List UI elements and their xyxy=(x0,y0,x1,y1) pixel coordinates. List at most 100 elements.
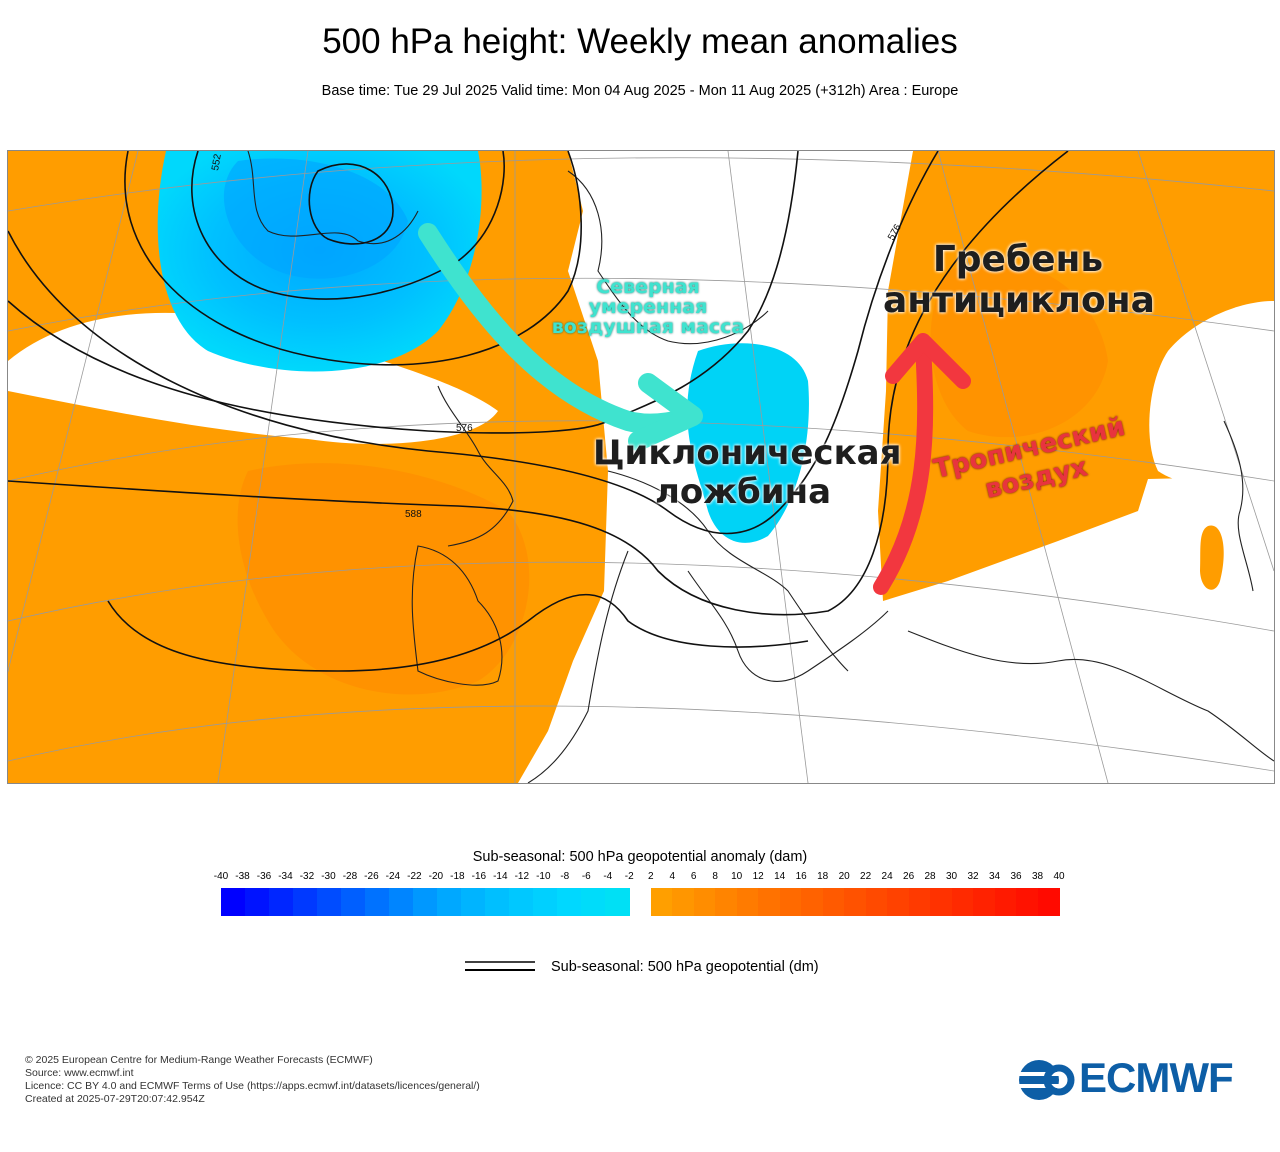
colorbar-cell-negative xyxy=(293,888,318,916)
colorbar-tick-label: 16 xyxy=(795,871,807,882)
colorbar-cell-positive xyxy=(865,888,888,916)
annotation-cyclonic-trough: Циклоническая ложбина xyxy=(593,433,902,513)
colorbar-title: Sub-seasonal: 500 hPa geopotential anoma… xyxy=(472,849,808,865)
colorbar-cell-positive xyxy=(779,888,802,916)
positive-anomaly-caspian xyxy=(1200,525,1224,590)
colorbar-tick-label: -4 xyxy=(603,871,613,882)
colorbar-tick-label: 12 xyxy=(752,871,764,882)
colorbar-tick-label: 40 xyxy=(1053,871,1065,882)
ecmwf-logo-text: ECMWF xyxy=(1079,1054,1234,1101)
colorbar-tick-label: 26 xyxy=(903,871,915,882)
tropical-air-arrow xyxy=(873,333,971,595)
colorbar-tick-label: 24 xyxy=(881,871,893,882)
colorbar-tick-label: 34 xyxy=(988,871,1001,882)
neutral-zone-scandinavia-gap xyxy=(768,151,913,411)
colorbar-tick-label: -30 xyxy=(321,871,336,882)
colorbar-cell-negative xyxy=(437,888,462,916)
colorbar-tick-label: -32 xyxy=(299,871,315,882)
colorbar-tick-label: -20 xyxy=(428,871,444,882)
colorbar-cell-negative xyxy=(509,888,534,916)
colorbar-ticks: -40 -38 -36 -34 -32 -30 -28 -26 -24 -22 -20 -18 -16-… xyxy=(210,871,1070,885)
colorbar-cell-positive xyxy=(693,888,716,916)
neutral-zone-east xyxy=(1149,301,1274,488)
colorbar-tick-label: 10 xyxy=(731,871,743,882)
colorbar-tick-label: -38 xyxy=(235,871,250,882)
colorbar-tick-label: -12 xyxy=(514,871,530,882)
colorbar-tick-label: -16 xyxy=(471,871,487,882)
colorbar-cell-negative xyxy=(341,888,366,916)
colorbar-tick-label: 32 xyxy=(967,871,979,882)
colorbar-tick-label: -24 xyxy=(385,871,401,882)
colorbar-tick-label: -10 xyxy=(536,871,551,882)
colorbar-tick-label: -36 xyxy=(256,871,272,882)
colorbar-tick-label: -22 xyxy=(407,871,422,882)
colorbar-cell-positive xyxy=(844,888,867,916)
colorbar-cell-positive xyxy=(651,888,674,916)
colorbar-cell-negative xyxy=(221,888,246,916)
colorbar-tick-label: 8 xyxy=(712,871,718,882)
colorbar-cell-positive xyxy=(908,888,931,916)
colorbar-cell-negative xyxy=(485,888,510,916)
colorbar-tick-label: 22 xyxy=(860,871,872,882)
colorbar-tick-label: -2 xyxy=(624,871,634,882)
ecmwf-logo: ECMWF xyxy=(1017,1054,1257,1104)
colorbar-cell-positive xyxy=(822,888,845,916)
footer-copyright: © 2025 European Centre for Medium-Range … xyxy=(25,1054,373,1066)
colorbar-cell-negative xyxy=(245,888,270,916)
colorbar-tick-label: -40 xyxy=(213,871,229,882)
chart-title: 500 hPa height: Weekly mean anomalies xyxy=(322,22,958,61)
colorbar-tick-label: 38 xyxy=(1031,871,1044,882)
colorbar-tick-label: 28 xyxy=(924,871,936,882)
colorbar-cell-negative xyxy=(581,888,606,916)
colorbar-tick-label: -34 xyxy=(278,871,293,882)
footer-credits: © 2025 European Centre for Medium-Range … xyxy=(25,1054,480,1106)
colorbar-cell-negative xyxy=(317,888,342,916)
colorbar-cell-negative xyxy=(605,888,630,916)
colorbar-tick-label: 18 xyxy=(817,871,829,882)
contour-labels: 552 576 588 576 xyxy=(210,153,904,520)
colorbar-cell-positive xyxy=(1016,888,1039,916)
footer-source: Source: www.ecmwf.int xyxy=(25,1067,134,1079)
colorbar-tick-label: -18 xyxy=(450,871,465,882)
colorbar-cell-positive xyxy=(1037,888,1060,916)
colorbar-cell-positive xyxy=(672,888,695,916)
colorbar-cell-positive xyxy=(736,888,759,916)
colorbar-cell-negative xyxy=(269,888,294,916)
colorbar-tick-label: 30 xyxy=(946,871,958,882)
colorbar-cell-negative xyxy=(389,888,414,916)
colorbar-cell-positive xyxy=(994,888,1017,916)
colorbar-tick-label: -6 xyxy=(581,871,591,882)
annotation-cold-air-mass: Северная умеренная воздушная масса xyxy=(551,276,745,338)
colorbar-cell-negative xyxy=(533,888,558,916)
chart-subtitle: Base time: Tue 29 Jul 2025 Valid time: M… xyxy=(321,83,959,99)
colorbar-tick-label: 20 xyxy=(838,871,850,882)
annotation-anticyclone-ridge: Гребень антициклона xyxy=(883,239,1155,322)
footer-licence: Licence: CC BY 4.0 and ECMWF Terms of Us… xyxy=(25,1080,480,1092)
contour-label-552: 552 xyxy=(210,153,224,172)
graticule xyxy=(8,151,1274,783)
colorbar-tick-label: 36 xyxy=(1010,871,1022,882)
colorbar-cell-negative xyxy=(413,888,438,916)
footer-created: Created at 2025-07-29T20:07:42.954Z xyxy=(25,1093,205,1105)
colorbar-tick-label: -8 xyxy=(560,871,570,882)
negative-anomaly-greenland-core xyxy=(223,158,408,279)
colorbar-cell-positive xyxy=(715,888,738,916)
colorbar-cell-negative xyxy=(557,888,582,916)
contour-label-588: 588 xyxy=(405,509,422,520)
colorbar-tick-label: 2 xyxy=(647,871,654,882)
ecmwf-logo-icon xyxy=(1019,1060,1077,1100)
colorbar-tick-label: -26 xyxy=(364,871,379,882)
contour-legend-symbol xyxy=(465,961,535,971)
negative-anomaly-central-europe xyxy=(687,343,809,543)
colorbar-cell-negative xyxy=(365,888,390,916)
colorbar-cell-positive xyxy=(801,888,824,916)
contour-legend-label: Sub-seasonal: 500 hPa geopotential (dm) xyxy=(551,959,819,975)
colorbar-cell-positive xyxy=(758,888,781,916)
colorbar-tick-label: -14 xyxy=(493,871,508,882)
colorbar-tick-label: 6 xyxy=(690,871,697,882)
colorbar-cell-positive xyxy=(930,888,953,916)
contour-label-576: 576 xyxy=(456,423,473,434)
positive-anomaly-iberia xyxy=(237,463,530,695)
map-canvas: 552 576 588 576 xyxy=(8,151,1274,783)
positive-anomaly-russia-core xyxy=(930,262,1108,438)
